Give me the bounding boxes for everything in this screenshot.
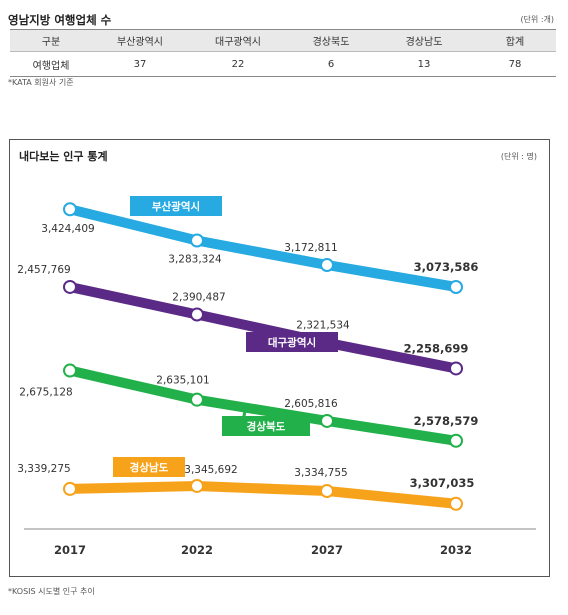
- legend-tag: [246, 332, 338, 352]
- table-note: *KATA 회원사 기준: [8, 78, 74, 87]
- table-cell: 78: [474, 51, 556, 77]
- agency-table: 구분 부산광역시 대구광역시 경상북도 경상남도 합계 여행업체 37 22 6…: [10, 29, 556, 77]
- series-line: [65, 480, 461, 509]
- data-label: 3,073,586: [414, 260, 479, 274]
- data-point: [320, 257, 334, 272]
- data-point: [320, 413, 334, 428]
- table-header-cell: 구분: [10, 29, 92, 52]
- series-line: [65, 365, 461, 446]
- data-label: 2,390,487: [172, 291, 225, 303]
- table-unit: (단위 :개): [520, 15, 554, 24]
- data-point: [63, 363, 77, 378]
- data-point: [449, 433, 463, 448]
- data-point: [449, 496, 463, 511]
- chart-unit: (단위 : 명): [500, 152, 537, 161]
- chart-note: *KOSIS 시도별 인구 추이: [8, 587, 95, 596]
- legend-label: 대구광역시: [268, 336, 316, 349]
- data-label: 3,424,409: [41, 223, 94, 235]
- table-header-cell: 대구광역시: [188, 29, 288, 52]
- data-label: 3,307,035: [410, 476, 475, 490]
- data-label: 3,172,811: [284, 242, 337, 254]
- table-cell: 6: [288, 51, 374, 77]
- data-label: 2,605,816: [284, 398, 338, 410]
- table-header-cell: 합계: [474, 29, 556, 52]
- data-point: [63, 481, 77, 496]
- data-label: 2,321,534: [296, 320, 350, 332]
- data-point: [190, 392, 204, 407]
- table-header-cell: 경상남도: [374, 29, 474, 52]
- table-cell: 37: [92, 51, 188, 77]
- table-title: 영남지방 여행업체 수: [8, 13, 112, 27]
- legend-tag: [113, 457, 185, 477]
- table-header-cell: 경상북도: [288, 29, 374, 52]
- series-line: [65, 204, 461, 292]
- table-row: 여행업체 37 22 6 13 78: [10, 51, 556, 77]
- table-cell: 여행업체: [10, 51, 92, 77]
- data-point: [63, 279, 77, 294]
- chart-box: 내다보는 인구 통계 (단위 : 명) 2017 2022 2027 2032 3,42…: [9, 139, 550, 577]
- data-point: [190, 233, 204, 248]
- x-tick-label: 2032: [440, 543, 472, 557]
- table-cell: 13: [374, 51, 474, 77]
- data-label: 2,258,699: [404, 341, 469, 355]
- data-label: 3,334,755: [294, 467, 347, 479]
- x-tick-label: 2017: [54, 543, 86, 557]
- x-tick-label: 2027: [311, 543, 343, 557]
- data-point: [320, 484, 334, 499]
- data-label: 3,283,324: [168, 254, 222, 266]
- data-point: [190, 478, 204, 493]
- data-label: 2,578,579: [414, 414, 479, 428]
- data-point: [190, 307, 204, 322]
- series-line: [65, 281, 461, 374]
- population-line-chart: 2017 2022 2027 2032 3,424,409 3,283,324 3,172,…: [17, 196, 536, 557]
- data-point: [449, 361, 463, 376]
- data-label: 2,675,128: [19, 387, 72, 399]
- chart-title: 내다보는 인구 통계: [19, 150, 108, 163]
- table-cell: 22: [188, 51, 288, 77]
- data-label: 3,339,275: [17, 463, 70, 475]
- data-label: 3,345,692: [184, 464, 237, 476]
- data-label: 2,635,101: [156, 375, 209, 387]
- table-header-cell: 부산광역시: [92, 29, 188, 52]
- data-point: [449, 279, 463, 294]
- data-point: [63, 202, 77, 217]
- legend-tag: [130, 196, 222, 216]
- legend-label: 경상북도: [247, 420, 286, 433]
- legend-tag: [222, 416, 310, 436]
- legend-label: 부산광역시: [152, 200, 200, 213]
- table-header-row: 구분 부산광역시 대구광역시 경상북도 경상남도 합계: [10, 29, 556, 52]
- legend-label: 경상남도: [130, 461, 169, 474]
- x-tick-label: 2022: [181, 543, 213, 557]
- data-label: 2,457,769: [17, 264, 70, 276]
